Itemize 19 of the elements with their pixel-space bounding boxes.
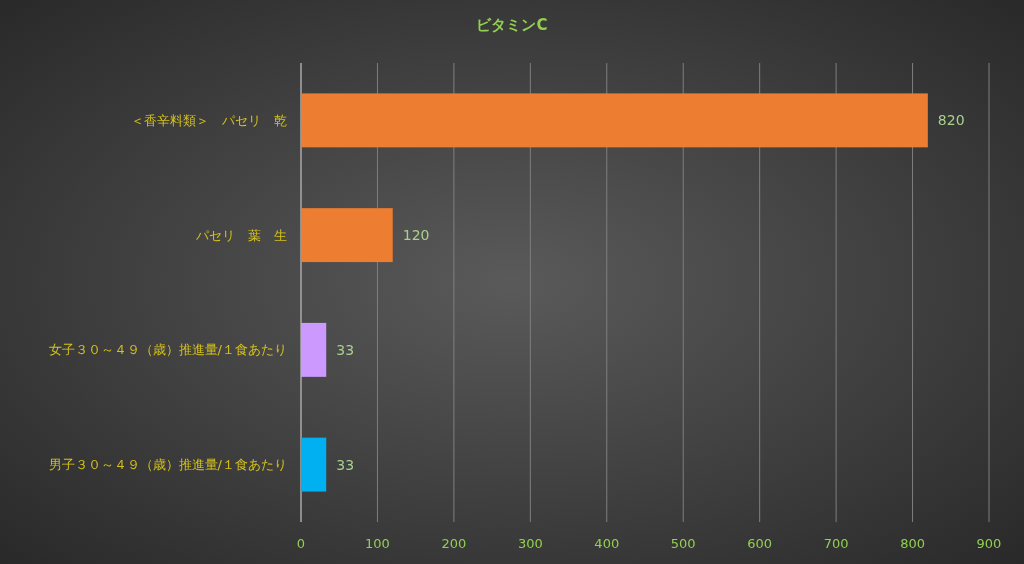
y-tick-label: パセリ 葉 生	[195, 227, 287, 243]
data-label: 120	[402, 227, 430, 244]
x-tick-label: 700	[823, 536, 849, 551]
x-tick-label: 600	[747, 536, 773, 551]
y-tick-label: 男子３０～４９（歳）推進量/１食あたり	[48, 457, 287, 473]
x-tick-label: 0	[296, 536, 306, 551]
y-tick-label: ＜香辛料類＞ パセリ 乾	[131, 112, 287, 128]
data-label: 33	[336, 456, 355, 473]
x-tick-label: 100	[365, 536, 390, 551]
x-tick-label: 500	[670, 536, 696, 551]
chart-title: ビタミンC	[476, 16, 548, 34]
data-label: 33	[336, 341, 355, 358]
x-tick-label: 800	[900, 536, 925, 551]
x-tick-label: 200	[441, 536, 467, 551]
data-label: 820	[937, 112, 965, 129]
x-tick-label: 400	[594, 536, 620, 551]
x-tick-label: 300	[517, 536, 543, 551]
x-tick-label: 900	[976, 536, 1002, 551]
y-tick-label: 女子３０～４９（歳）推進量/１食あたり	[48, 342, 287, 358]
